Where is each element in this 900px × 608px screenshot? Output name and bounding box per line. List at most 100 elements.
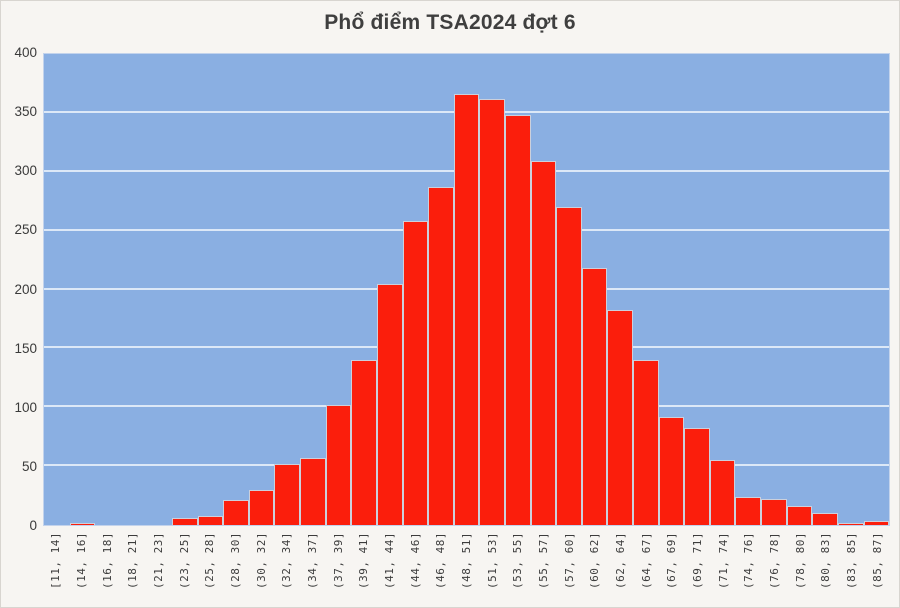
x-tick-cell: (41, 44] [377,532,403,604]
x-tick-label: (53, 55] [511,532,525,589]
bar-slot-(41, 44] [376,54,403,525]
x-tick-cell: (74, 76] [736,532,762,604]
x-tick-label: (78, 80] [793,532,807,589]
bar-(39, 41] [351,360,377,525]
y-tick-label-300: 300 [14,163,37,179]
bar-(53, 55] [504,115,531,525]
bar-(83, 85] [837,522,864,525]
bar-slot-(30, 32] [248,54,275,525]
x-tick-label: (64, 67] [639,532,653,589]
x-axis: [11, 14] (14, 16] (16, 18] (18, 21] (21, 23]… [43,532,890,604]
bar-(23, 25] [172,517,198,525]
x-tick-label: (76, 78] [768,532,782,589]
bar-(30, 32] [248,489,275,525]
bar-slot-(32, 34] [274,54,301,525]
x-tick-label: (44, 46] [408,532,422,589]
x-tick-label: (14, 16] [75,532,88,589]
bar-(64, 67] [633,360,659,525]
bar-(28, 30] [223,500,249,525]
bar-slot-(23, 25] [172,54,198,525]
y-axis: 0 50 100 150 200 250 300 350 400 [1,45,37,533]
bar-slot-(78, 80] [786,54,813,525]
bar-slot-(67, 69] [658,54,685,525]
x-tick-label: (85, 87] [870,532,884,589]
bar-(76, 78] [761,499,787,525]
x-tick-label: (39, 41] [357,532,371,589]
chart-title: Phổ điểm TSA2024 đợt 6 [324,11,576,34]
x-tick-cell: (44, 46] [402,532,428,604]
x-tick-cell: (57, 60] [556,532,582,604]
bar-slot-(83, 85] [837,54,864,525]
x-tick-cell: (85, 87] [865,532,891,604]
bar-slot-(34, 37] [300,54,326,525]
bar-(51, 53] [479,98,505,525]
x-tick-label: (83, 85] [845,532,859,589]
y-tick-label-0: 0 [29,518,37,533]
bar-slot-(69, 71] [684,54,710,525]
x-tick-label: (41, 44] [383,532,397,589]
bar-slot-(21, 23] [146,54,172,525]
x-tick-cell: (48, 51] [454,532,480,604]
bar-(55, 57] [530,161,557,525]
y-tick-label-200: 200 [14,281,37,297]
bar-(78, 80] [786,506,813,525]
bar-slot-(80, 83] [812,54,838,525]
bar-slot-(48, 51] [453,54,480,525]
y-tick-label-250: 250 [14,222,37,238]
x-tick-cell: (80, 83] [813,532,839,604]
bar-slot-(64, 67] [633,54,659,525]
x-tick-label: (34, 37] [306,532,320,589]
x-tick-label: (46, 48] [434,532,448,589]
bar-(74, 76] [735,496,762,525]
bar-slot-(37, 39] [325,54,352,525]
bar-(57, 60] [556,207,582,525]
bar-slot-(44, 46] [402,54,429,525]
x-tick-cell: (53, 55] [505,532,531,604]
bar-(71, 74] [709,460,736,525]
bar-slot-(14, 16] [69,54,96,525]
x-tick-label: (74, 76] [742,532,756,589]
bar-(37, 39] [325,404,352,525]
x-tick-cell: (60, 62] [582,532,608,604]
x-tick-label: (18, 21] [126,532,140,589]
bar-slot-(16, 18] [95,54,121,525]
bar-(32, 34] [274,463,301,525]
x-tick-cell: (37, 39] [325,532,351,604]
bar-(69, 71] [684,428,710,525]
x-tick-label: (55, 57] [537,532,551,589]
x-tick-label: (30, 32] [254,532,268,589]
x-tick-cell: (39, 41] [351,532,377,604]
bar-(41, 44] [376,283,403,525]
bars-layer [44,54,890,525]
bar-(44, 46] [402,221,429,525]
bar-slot-(55, 57] [530,54,557,525]
x-tick-label: (28, 30] [229,532,243,589]
x-tick-label: (25, 28] [203,532,217,589]
y-tick-label-350: 350 [14,104,37,120]
x-tick-cell: (67, 69] [659,532,685,604]
bar-slot-(25, 28] [197,54,224,525]
bar-(60, 62] [581,268,608,525]
bar-(80, 83] [812,513,838,525]
bar-slot-(28, 30] [223,54,249,525]
x-tick-cell: (21, 23] [146,532,172,604]
bar-(34, 37] [300,457,326,525]
x-tick-cell: [11, 14] [43,532,69,604]
bar-slot-[11, 14] [44,54,70,525]
x-tick-cell: (78, 80] [787,532,813,604]
x-tick-cell: (34, 37] [300,532,326,604]
bar-slot-(71, 74] [709,54,736,525]
bar-(48, 51] [453,94,480,525]
x-tick-cell: (16, 18] [94,532,120,604]
x-tick-cell: (32, 34] [274,532,300,604]
bar-(46, 48] [428,187,454,525]
x-tick-cell: (69, 71] [685,532,711,604]
x-tick-cell: (62, 64] [608,532,634,604]
x-tick-label: (48, 51] [460,532,474,589]
x-tick-cell: (64, 67] [633,532,659,604]
x-tick-label: (80, 83] [819,532,833,589]
x-tick-cell: (83, 85] [839,532,865,604]
x-tick-label: (51, 53] [485,532,499,589]
bar-(85, 87] [863,521,890,525]
